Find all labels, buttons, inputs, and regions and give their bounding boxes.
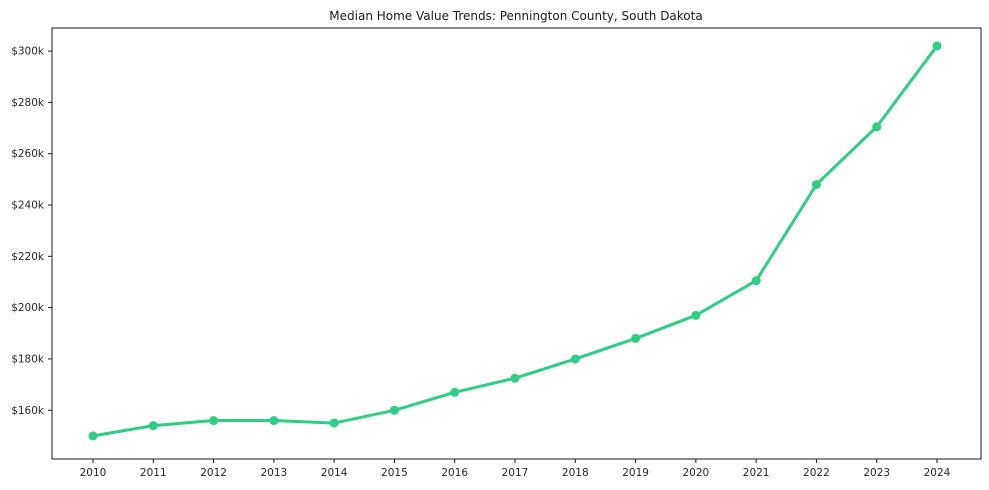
- x-tick-label: 2011: [140, 467, 167, 479]
- x-tick-label: 2012: [200, 467, 227, 479]
- x-tick-label: 2010: [80, 467, 107, 479]
- data-point-marker: [872, 122, 882, 132]
- data-point-marker: [148, 421, 158, 431]
- y-tick-label: $220k: [11, 251, 45, 263]
- data-point-marker: [751, 276, 761, 286]
- data-point-marker: [932, 41, 942, 51]
- data-point-marker: [811, 179, 821, 189]
- data-point-marker: [269, 416, 279, 426]
- y-tick-label: $240k: [11, 200, 45, 212]
- data-point-marker: [88, 431, 98, 441]
- data-point-marker: [691, 310, 701, 320]
- data-point-marker: [450, 387, 460, 397]
- plot-border: [51, 27, 982, 460]
- x-tick-label: 2014: [321, 467, 348, 479]
- x-tick-label: 2019: [622, 467, 649, 479]
- data-point-marker: [510, 373, 520, 383]
- x-tick-label: 2021: [743, 467, 770, 479]
- x-tick-label: 2022: [803, 467, 830, 479]
- x-tick-label: 2024: [924, 467, 951, 479]
- x-tick-label: 2016: [441, 467, 468, 479]
- data-point-marker: [209, 416, 219, 426]
- x-tick-label: 2023: [863, 467, 890, 479]
- data-point-marker: [631, 333, 641, 343]
- data-point-marker: [329, 418, 339, 428]
- y-tick-label: $300k: [11, 46, 45, 58]
- y-tick-label: $200k: [11, 302, 45, 314]
- x-tick-label: 2013: [260, 467, 287, 479]
- x-tick-label: 2020: [682, 467, 709, 479]
- y-tick-label: $180k: [11, 353, 45, 365]
- y-tick-label: $160k: [11, 405, 45, 417]
- data-point-marker: [389, 405, 399, 415]
- data-point-marker: [570, 354, 580, 364]
- y-tick-label: $280k: [11, 97, 45, 109]
- x-tick-label: 2017: [502, 467, 529, 479]
- chart-content: $160k $180k $200k $220k $240k $260k $280k $300k…: [11, 27, 982, 479]
- x-tick-label: 2015: [381, 467, 408, 479]
- chart-title: Median Home Value Trends: Pennington Cou…: [329, 9, 702, 23]
- x-tick-label: 2018: [562, 467, 589, 479]
- y-tick-label: $260k: [11, 148, 45, 160]
